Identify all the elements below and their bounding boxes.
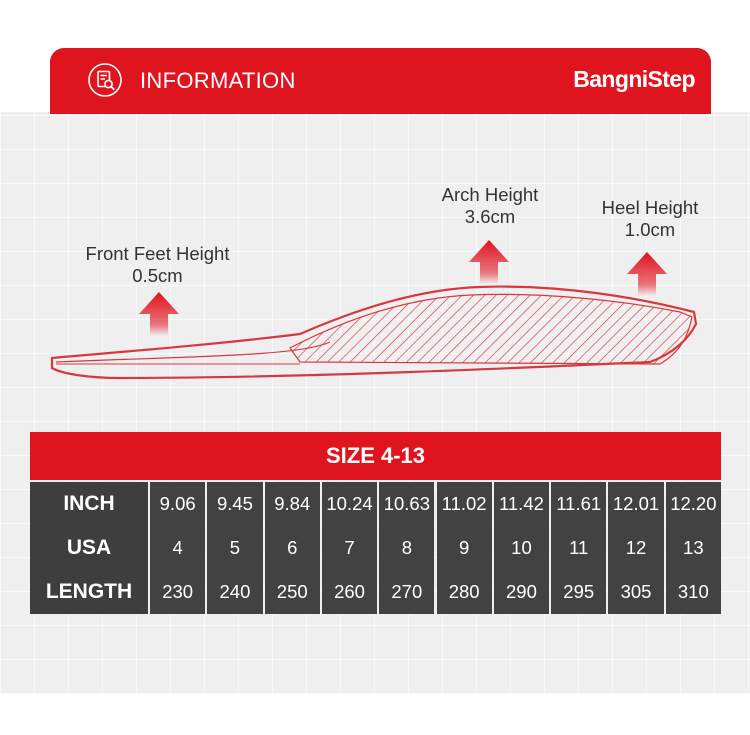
row-header: INCH [30,482,148,526]
size-cell: 10.63 [379,482,435,526]
insole-illustration [50,240,698,380]
size-cell: 4 [150,526,206,570]
size-cell: 270 [379,570,435,614]
row-header: USA [30,526,148,570]
size-table-title: SIZE 4-13 [30,432,721,480]
size-cell: 305 [608,570,664,614]
size-cell: 11 [551,526,607,570]
size-table: SIZE 4-13 INCH 9.06 9.45 9.84 10.24 10.63 11.0… [30,432,721,614]
arch-height-value: 3.6cm [464,206,516,227]
size-cell: 10 [493,526,550,570]
size-cell: 12.20 [665,482,721,526]
size-cell: 12 [608,526,664,570]
size-cell: 10.24 [321,482,378,526]
heel-arrow-up-icon [627,252,667,296]
row-header: LENGTH [30,570,148,614]
size-cell: 12.01 [608,482,664,526]
arch-height-label: Arch Height 3.6cm [410,184,570,228]
front-feet-height-value: 0.5cm [132,265,183,286]
size-cell: 11.42 [493,482,550,526]
size-cell: 250 [264,570,320,614]
arch-arrow-up-icon [469,240,509,284]
size-row-length: LENGTH 230 240 250 260 270 280 290 295 305 310 [30,570,721,614]
heel-height-label: Heel Height 1.0cm [580,197,720,241]
information-header: INFORMATION BangniStep [50,48,711,114]
size-row-inch: INCH 9.06 9.45 9.84 10.24 10.63 11.02 11.42 11.6… [30,482,721,526]
size-cell: 9.84 [264,482,320,526]
arch-height-title: Arch Height [441,184,539,205]
front-arrow-up-icon [139,292,179,336]
brand-logo: BangniStep [573,66,695,92]
size-cell: 11.02 [436,482,492,526]
front-feet-height-title: Front Feet Height [85,243,230,264]
size-cell: 9.06 [150,482,206,526]
size-cell: 230 [150,570,206,614]
front-feet-height-label: Front Feet Height 0.5cm [60,243,255,287]
size-cell: 9.45 [207,482,263,526]
size-cell: 240 [207,570,263,614]
size-cell: 310 [665,570,721,614]
size-cell: 290 [493,570,550,614]
size-cell: 295 [551,570,607,614]
size-cell: 9 [436,526,492,570]
size-cell: 5 [207,526,263,570]
size-cell: 8 [379,526,435,570]
heel-height-value: 1.0cm [624,219,676,240]
document-search-icon [88,63,122,97]
size-cell: 260 [321,570,378,614]
header-title: INFORMATION [140,68,296,93]
heel-height-title: Heel Height [601,197,699,218]
size-row-usa: USA 4 5 6 7 8 9 10 11 12 13 [30,526,721,570]
size-cell: 7 [321,526,378,570]
size-cell: 13 [665,526,721,570]
size-cell: 11.61 [551,482,607,526]
size-cell: 280 [436,570,492,614]
size-cell: 6 [264,526,320,570]
